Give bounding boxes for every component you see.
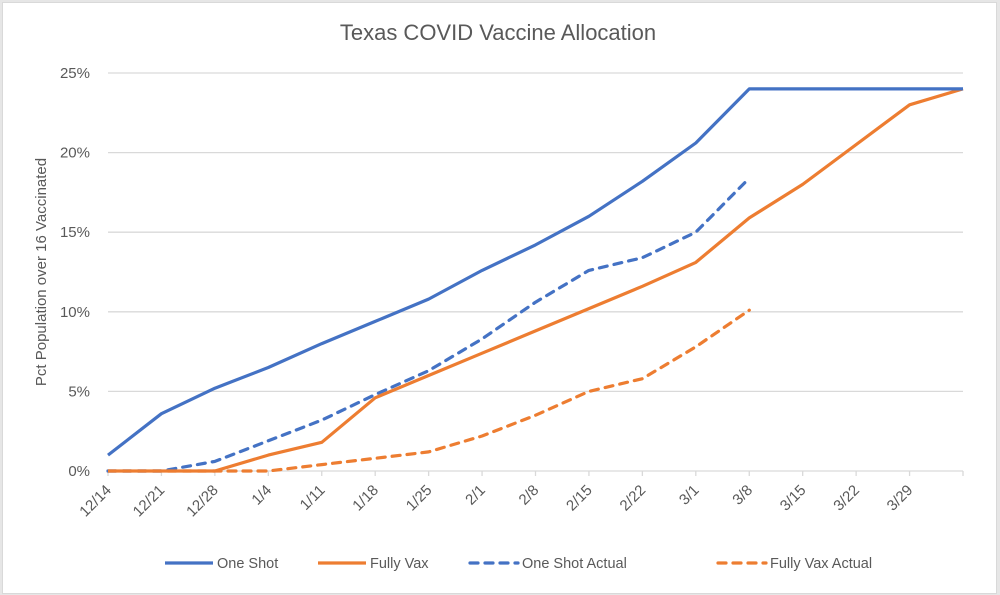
x-tick-label: 12/28	[183, 482, 222, 521]
x-tick-label: 3/8	[729, 482, 756, 509]
legend-item-fully-vax-actual: Fully Vax Actual	[716, 556, 872, 572]
legend-item-fully-vax: Fully Vax	[318, 556, 429, 572]
x-tick-label: 12/21	[130, 482, 169, 521]
series-line-fully-vax	[108, 87, 964, 473]
series-lines	[106, 87, 964, 473]
x-tick-label: 1/4	[248, 482, 275, 509]
legend-label: Fully Vax Actual	[770, 556, 872, 572]
legend-label: One Shot	[217, 556, 278, 572]
legend-label: One Shot Actual	[522, 556, 627, 572]
y-axis-label: Pct Population over 16 Vaccinated	[33, 158, 50, 386]
x-tick-label: 3/1	[676, 482, 703, 509]
x-tick-label: 3/22	[830, 482, 863, 515]
legend: One Shot Fully Vax One Shot Actual Fully Va…	[165, 556, 872, 572]
x-axis: 12/14 12/21 12/28 1/4 1/11 1/18 1/25 2/1 2/8 2/15…	[76, 470, 964, 521]
x-tick-label: 1/25	[403, 482, 436, 515]
chart-title: Texas COVID Vaccine Allocation	[340, 20, 656, 45]
x-tick-label: 2/15	[563, 482, 596, 515]
series-line-one-shot	[107, 87, 963, 457]
x-tick-label: 3/15	[777, 482, 810, 515]
x-tick-label: 1/11	[297, 482, 329, 514]
y-tick-label: 5%	[68, 383, 90, 400]
x-tick-label: 2/22	[617, 482, 650, 515]
x-tick-label: 2/1	[462, 482, 489, 509]
y-axis-ticks: 0% 5% 10% 15% 20% 25%	[60, 65, 90, 480]
x-tick-label: 3/29	[884, 482, 917, 515]
y-tick-label: 25%	[60, 65, 90, 82]
legend-item-one-shot-actual: One Shot Actual	[468, 556, 627, 572]
series-line-fully-vax-actual	[106, 308, 751, 473]
x-tick-label: 1/18	[349, 482, 382, 515]
series-line-one-shot-actual	[106, 176, 751, 473]
y-tick-label: 20%	[60, 145, 90, 162]
y-tick-label: 15%	[60, 224, 90, 241]
legend-item-one-shot: One Shot	[165, 556, 278, 572]
y-tick-label: 0%	[68, 463, 90, 480]
x-tick-label: 12/14	[76, 482, 115, 521]
y-tick-label: 10%	[60, 304, 90, 321]
gridlines	[108, 72, 963, 393]
legend-label: Fully Vax	[370, 556, 429, 572]
x-tick-label: 2/8	[516, 482, 543, 509]
